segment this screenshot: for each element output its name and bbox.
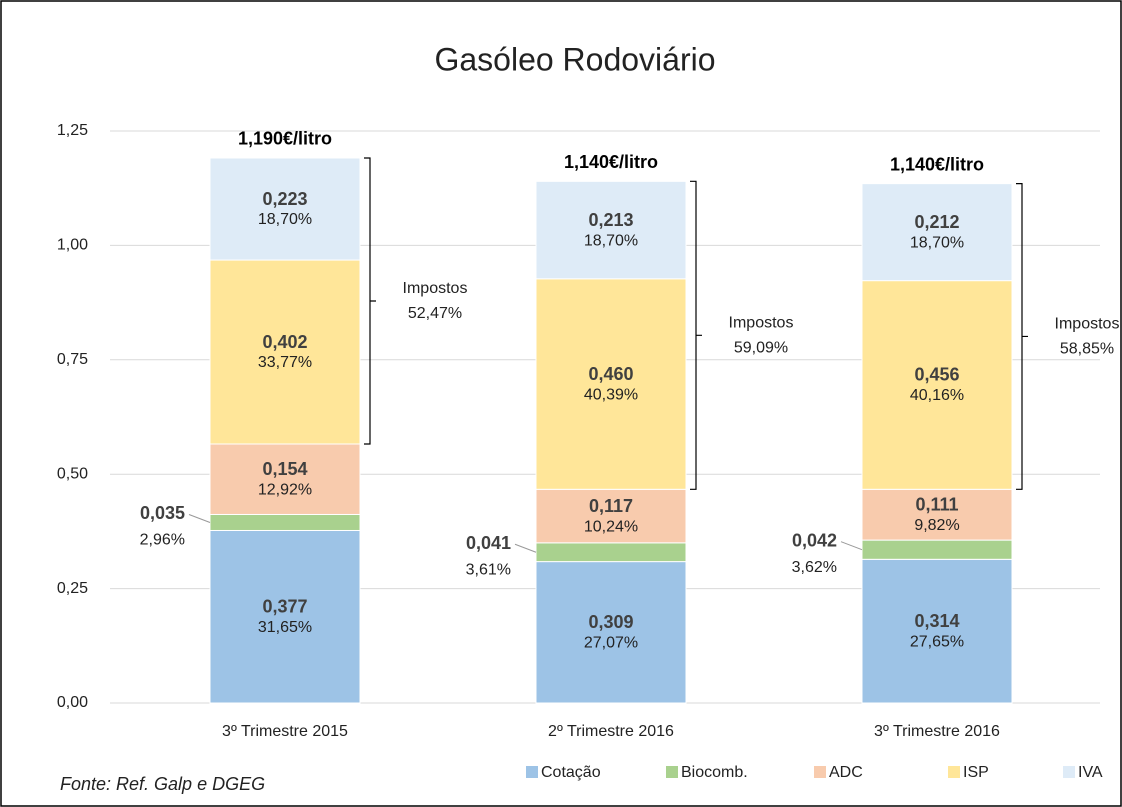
- value-label: 0,402: [262, 332, 307, 352]
- legend-swatch: [526, 766, 538, 778]
- tax-percent-label: 59,09%: [734, 340, 788, 357]
- legend-swatch: [666, 766, 678, 778]
- bar-segment: [209, 259, 361, 445]
- percent-label: 18,70%: [910, 234, 964, 251]
- total-label: 1,140€/litro: [890, 154, 984, 174]
- bar-segment: [861, 558, 1013, 704]
- value-label: 0,042: [792, 530, 837, 550]
- percent-label: 27,07%: [584, 635, 638, 652]
- bar-segment: [535, 561, 687, 704]
- tax-label: Impostos: [729, 315, 794, 332]
- y-tick-label: 0,00: [57, 694, 88, 711]
- total-label: 1,190€/litro: [238, 129, 332, 149]
- value-label: 0,314: [914, 611, 959, 631]
- tax-label: Impostos: [403, 280, 468, 297]
- legend-label: Biocomb.: [681, 764, 748, 781]
- percent-label: 9,82%: [914, 517, 959, 534]
- percent-label: 33,77%: [258, 354, 312, 371]
- percent-label: 12,92%: [258, 481, 312, 498]
- tax-bracket: [1016, 183, 1028, 490]
- legend-label: ADC: [829, 764, 863, 781]
- value-label: 0,309: [588, 612, 633, 632]
- tax-bracket: [364, 157, 376, 445]
- percent-label: 10,24%: [584, 518, 638, 535]
- y-tick-label: 0,75: [57, 351, 88, 368]
- bar-segment: [209, 529, 361, 704]
- bar-segment: [861, 183, 1013, 282]
- leader-line: [188, 514, 211, 523]
- legend-swatch: [948, 766, 960, 778]
- legend-label: ISP: [963, 764, 989, 781]
- percent-label: 40,39%: [584, 386, 638, 403]
- bar-segment: [535, 180, 687, 280]
- total-label: 1,140€/litro: [564, 152, 658, 172]
- percent-label: 3,61%: [466, 561, 511, 578]
- percent-label: 18,70%: [584, 232, 638, 249]
- value-label: 0,111: [915, 494, 958, 514]
- legend-label: IVA: [1078, 764, 1103, 781]
- percent-label: 3,62%: [792, 559, 837, 576]
- value-label: 0,456: [914, 365, 959, 385]
- legend-label: Cotação: [541, 764, 601, 781]
- percent-label: 2,96%: [140, 532, 185, 549]
- value-label: 0,377: [262, 596, 307, 616]
- x-tick-label: 3º Trimestre 2015: [222, 723, 348, 740]
- percent-label: 40,16%: [910, 387, 964, 404]
- bar-segment: [861, 539, 1013, 560]
- value-label: 0,223: [262, 189, 307, 209]
- percent-label: 18,70%: [258, 211, 312, 228]
- value-label: 0,213: [588, 210, 633, 230]
- value-label: 0,041: [466, 533, 511, 553]
- y-tick-label: 1,00: [57, 237, 88, 254]
- x-tick-label: 3º Trimestre 2016: [874, 723, 1000, 740]
- bar-segment: [861, 488, 1013, 541]
- y-tick-label: 1,25: [57, 122, 88, 139]
- bar-segment: [861, 280, 1013, 490]
- legend-swatch: [814, 766, 826, 778]
- value-label: 0,212: [914, 212, 959, 232]
- tax-percent-label: 52,47%: [408, 305, 462, 322]
- bar-segment: [535, 278, 687, 490]
- bar-segment: [535, 488, 687, 544]
- bar-segment: [535, 542, 687, 563]
- bar-segment: [209, 157, 361, 261]
- y-tick-label: 0,25: [57, 580, 88, 597]
- value-label: 0,117: [589, 496, 633, 516]
- source: Fonte: Ref. Galp e DGEG: [60, 774, 265, 794]
- leader-line: [514, 543, 537, 553]
- value-label: 0,035: [140, 503, 185, 523]
- percent-label: 31,65%: [258, 619, 312, 636]
- bar-segment: [209, 443, 361, 515]
- value-label: 0,154: [262, 459, 307, 479]
- tax-label: Impostos: [1055, 316, 1120, 333]
- leader-line: [840, 541, 863, 551]
- legend-swatch: [1063, 766, 1075, 778]
- percent-label: 27,65%: [910, 633, 964, 650]
- tax-bracket: [690, 180, 702, 490]
- tax-percent-label: 58,85%: [1060, 341, 1114, 358]
- value-label: 0,460: [588, 364, 633, 384]
- chart-title: Gasóleo Rodoviário: [434, 41, 715, 77]
- bar-segment: [209, 513, 361, 531]
- y-tick-label: 0,50: [57, 465, 88, 482]
- x-tick-label: 2º Trimestre 2016: [548, 723, 674, 740]
